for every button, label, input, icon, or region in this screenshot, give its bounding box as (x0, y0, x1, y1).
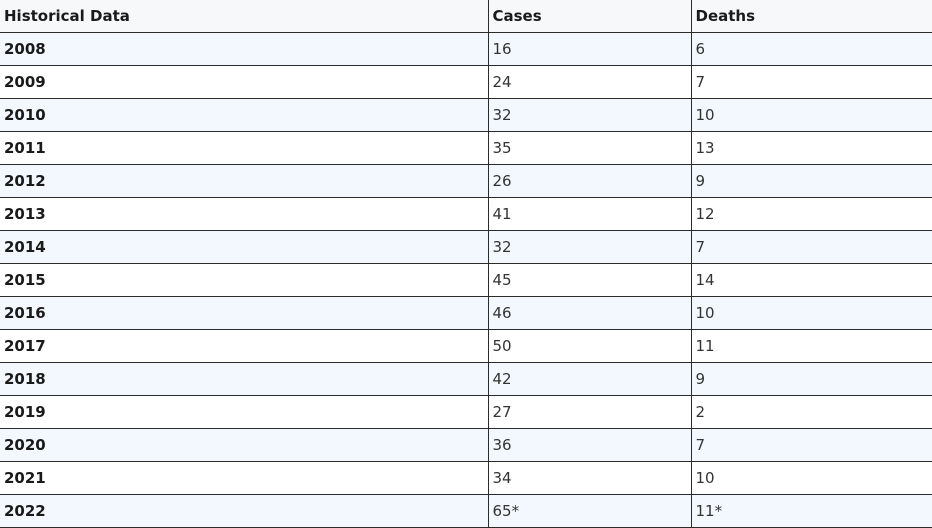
cases-cell: 45 (487, 263, 692, 297)
year-cell: 2009 (0, 65, 489, 99)
year-cell: 2021 (0, 461, 489, 495)
deaths-cell: 10 (690, 461, 932, 495)
deaths-cell: 7 (690, 230, 932, 264)
table-row: 2014 32 7 (0, 230, 932, 264)
deaths-cell: 12 (690, 197, 932, 231)
cases-cell: 32 (487, 230, 692, 264)
table-row: 2019 27 2 (0, 395, 932, 429)
year-cell: 2019 (0, 395, 489, 429)
table-row: 2016 46 10 (0, 296, 932, 330)
year-cell: 2012 (0, 164, 489, 198)
table-row: 2015 45 14 (0, 263, 932, 297)
cases-cell: 46 (487, 296, 692, 330)
year-cell: 2010 (0, 98, 489, 132)
cases-cell: 32 (487, 98, 692, 132)
table-row: 2010 32 10 (0, 98, 932, 132)
table-row: 2012 26 9 (0, 164, 932, 198)
cases-cell: 41 (487, 197, 692, 231)
column-header-historical-data: Historical Data (0, 0, 489, 33)
deaths-cell: 9 (690, 362, 932, 396)
table-header-row: Historical Data Cases Deaths (0, 0, 932, 33)
table-row: 2017 50 11 (0, 329, 932, 363)
deaths-cell: 2 (690, 395, 932, 429)
cases-cell: 24 (487, 65, 692, 99)
year-cell: 2014 (0, 230, 489, 264)
deaths-cell: 9 (690, 164, 932, 198)
cases-cell: 35 (487, 131, 692, 165)
table-row: 2009 24 7 (0, 65, 932, 99)
cases-cell: 16 (487, 32, 692, 66)
deaths-cell: 11* (690, 494, 932, 528)
year-cell: 2018 (0, 362, 489, 396)
deaths-cell: 7 (690, 65, 932, 99)
year-cell: 2015 (0, 263, 489, 297)
year-cell: 2013 (0, 197, 489, 231)
year-cell: 2008 (0, 32, 489, 66)
table-row: 2021 34 10 (0, 461, 932, 495)
year-cell: 2022 (0, 494, 489, 528)
table-row: 2022 65* 11* (0, 494, 932, 528)
cases-cell: 65* (487, 494, 692, 528)
deaths-cell: 7 (690, 428, 932, 462)
deaths-cell: 10 (690, 296, 932, 330)
year-cell: 2016 (0, 296, 489, 330)
deaths-cell: 14 (690, 263, 932, 297)
table-row: 2013 41 12 (0, 197, 932, 231)
year-cell: 2020 (0, 428, 489, 462)
deaths-cell: 13 (690, 131, 932, 165)
table-row: 2011 35 13 (0, 131, 932, 165)
column-header-deaths: Deaths (690, 0, 932, 33)
deaths-cell: 6 (690, 32, 932, 66)
column-header-cases: Cases (487, 0, 692, 33)
cases-cell: 26 (487, 164, 692, 198)
table-row: 2020 36 7 (0, 428, 932, 462)
year-cell: 2017 (0, 329, 489, 363)
table-row: 2018 42 9 (0, 362, 932, 396)
cases-cell: 42 (487, 362, 692, 396)
cases-cell: 50 (487, 329, 692, 363)
cases-cell: 27 (487, 395, 692, 429)
year-cell: 2011 (0, 131, 489, 165)
table-body: 2008 16 6 2009 24 7 2010 32 10 2011 35 13 2012 26 9 201… (0, 32, 932, 528)
table-row: 2008 16 6 (0, 32, 932, 66)
deaths-cell: 11 (690, 329, 932, 363)
deaths-cell: 10 (690, 98, 932, 132)
cases-cell: 34 (487, 461, 692, 495)
cases-cell: 36 (487, 428, 692, 462)
